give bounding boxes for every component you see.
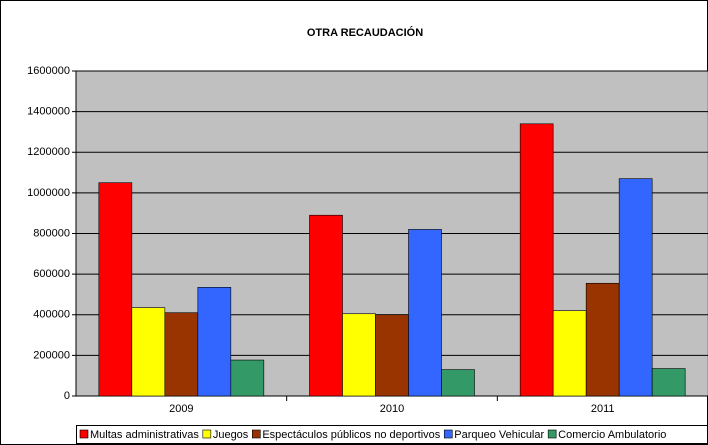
legend-swatch — [252, 429, 261, 439]
chart-title: OTRA RECAUDACIÓN — [307, 26, 423, 39]
y-tick-label: 1000000 — [27, 187, 70, 199]
bar — [309, 214, 343, 397]
bar — [552, 310, 587, 397]
bar — [651, 368, 686, 397]
legend-label: Comercio Ambulatorio — [558, 429, 666, 441]
bar — [618, 178, 653, 397]
y-tick-label: 400000 — [33, 309, 70, 321]
bar — [197, 287, 232, 397]
x-tick-label: 2010 — [380, 403, 404, 415]
bar — [230, 359, 265, 397]
legend-label: Parqueo Vehicular — [454, 429, 544, 441]
bar — [375, 314, 409, 397]
bar — [519, 123, 554, 397]
bar — [131, 307, 166, 397]
legend-label: Juegos — [213, 429, 249, 441]
y-tick-label: 0 — [64, 390, 70, 402]
y-tick-label: 1600000 — [27, 65, 70, 77]
legend-swatch — [202, 429, 212, 439]
y-tick-label: 1400000 — [27, 106, 70, 118]
bar — [441, 369, 475, 397]
x-tick-label: 2009 — [169, 403, 193, 415]
bar — [342, 313, 376, 397]
x-tick-label: 2011 — [591, 403, 615, 415]
legend-swatch — [443, 429, 453, 439]
bar — [408, 229, 442, 397]
y-tick-label: 600000 — [33, 268, 70, 280]
legend-swatch — [547, 429, 557, 439]
y-tick-label: 200000 — [33, 349, 70, 361]
legend-swatch — [79, 429, 89, 439]
bar — [98, 182, 133, 397]
bar — [585, 282, 620, 397]
y-tick-label: 1200000 — [27, 146, 70, 158]
bar — [164, 312, 199, 397]
y-tick-label: 800000 — [33, 227, 70, 239]
legend-label: Espectáculos públicos no deportivos — [262, 429, 440, 441]
legend-label: Multas administrativas — [90, 429, 199, 441]
